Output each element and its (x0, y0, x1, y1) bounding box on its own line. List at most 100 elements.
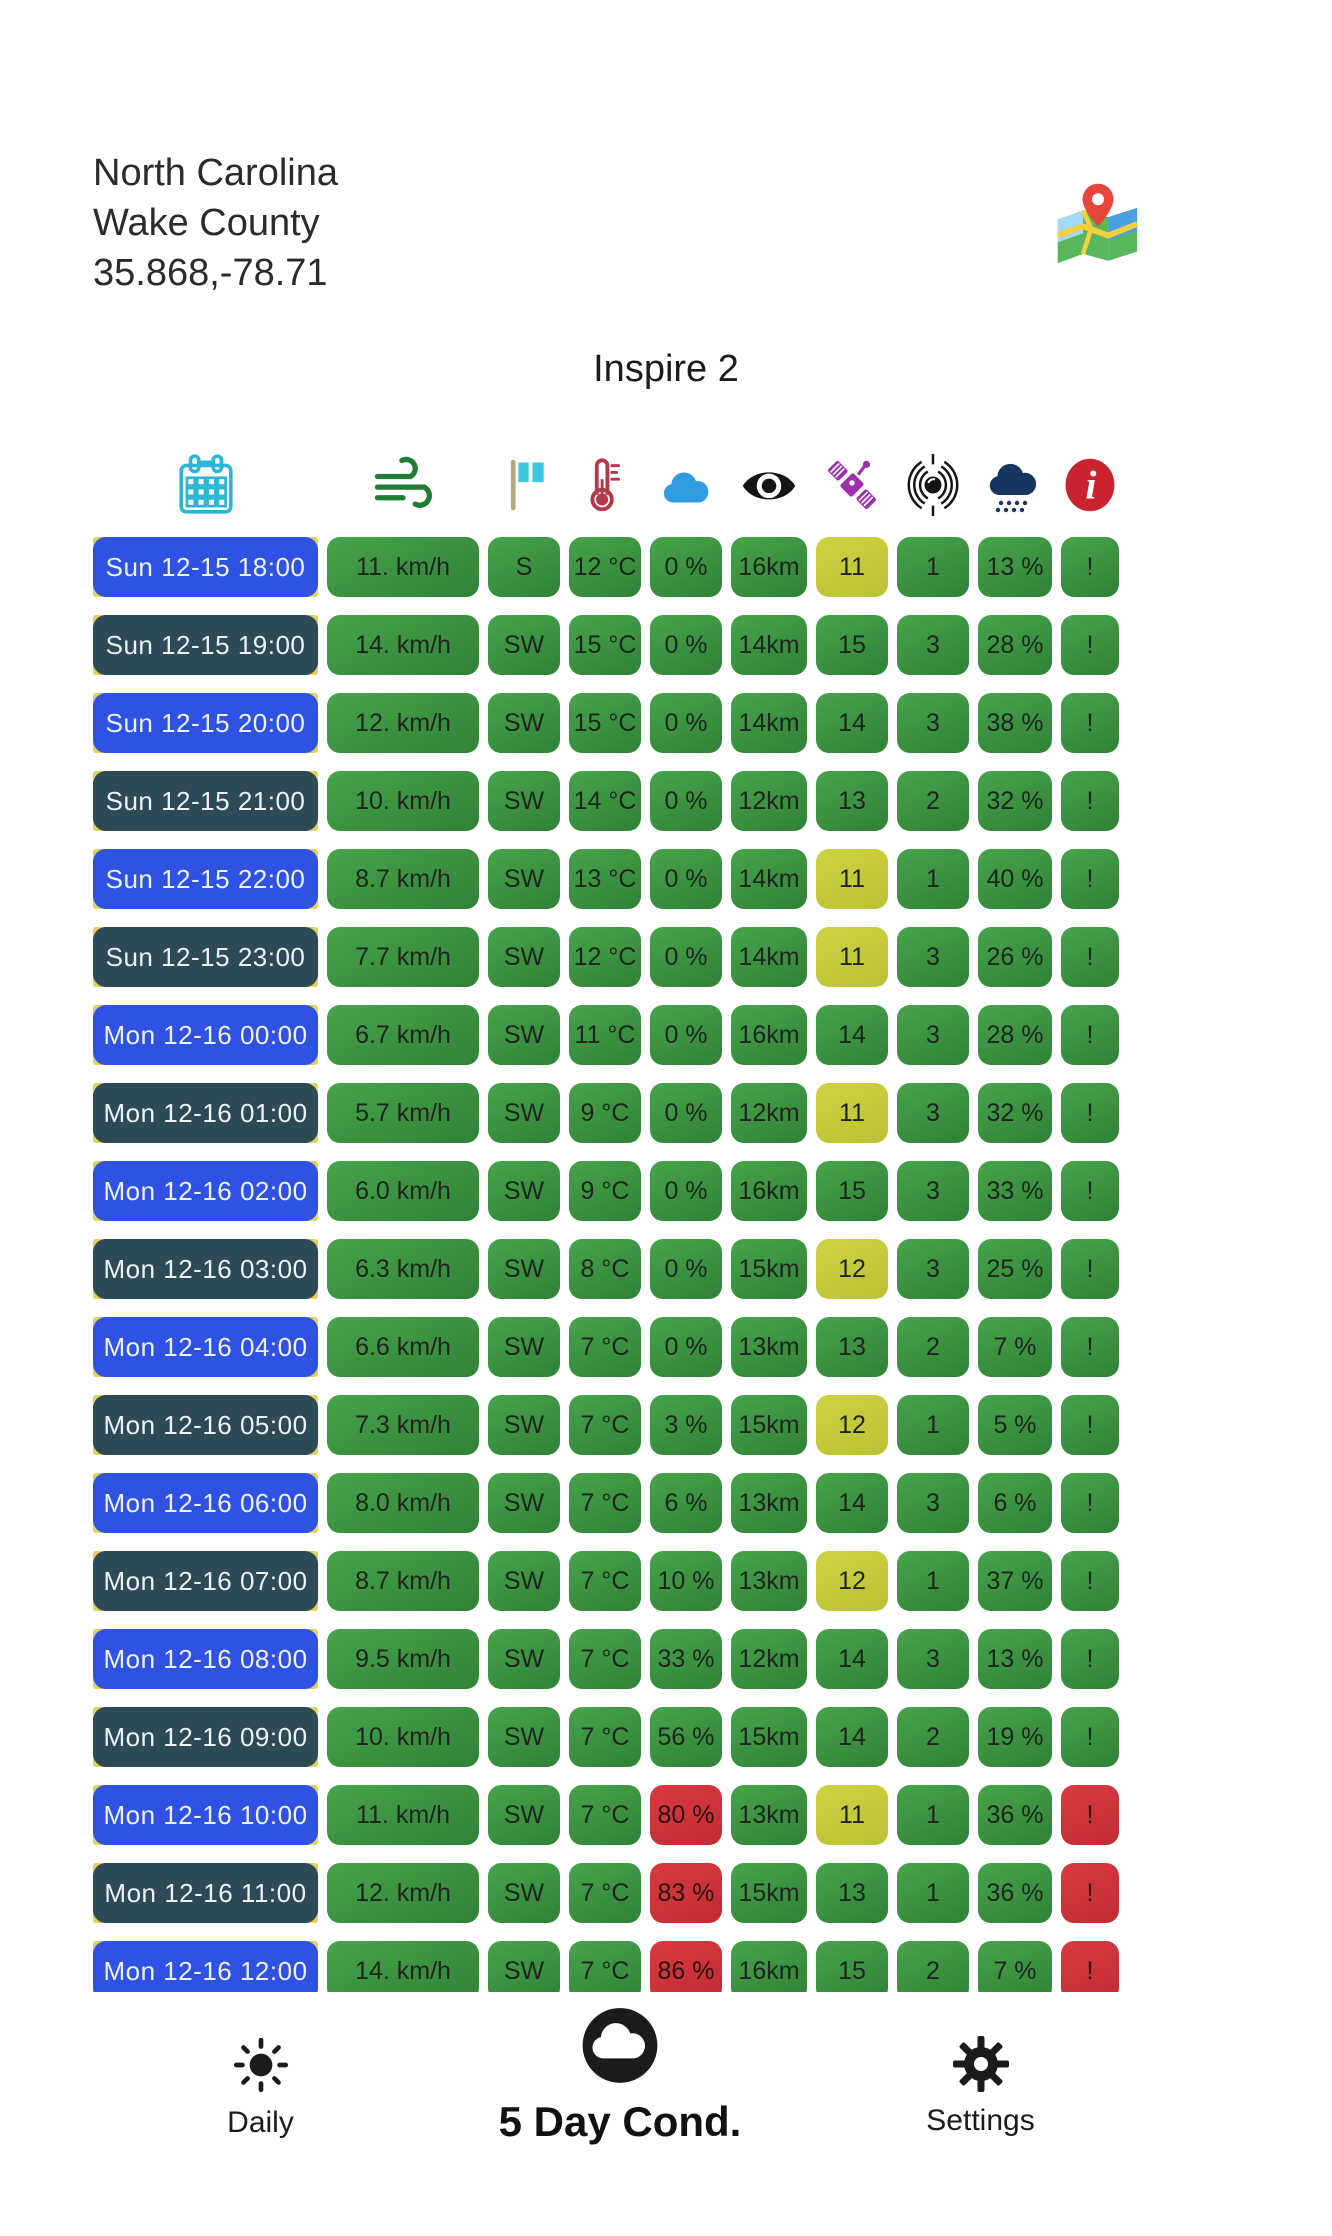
forecast-row[interactable]: Sun 12-15 20:00 12. km/h SW 15 °C 0 % 14km 14 3… (93, 693, 1119, 753)
precipitation-cell: 5 % (978, 1395, 1052, 1455)
visibility-cell: 13km (731, 1317, 807, 1377)
warning-cell[interactable]: ! (1061, 1785, 1119, 1845)
forecast-row[interactable]: Sun 12-15 23:00 7.7 km/h SW 12 °C 0 % 14km 11 3… (93, 927, 1119, 987)
wind-direction-cell: SW (488, 1941, 560, 1992)
eye-icon (731, 456, 807, 514)
forecast-row[interactable]: Mon 12-16 00:00 6.7 km/h SW 11 °C 0 % 16km 14 3… (93, 1005, 1119, 1065)
wind-speed-cell: 10. km/h (327, 771, 479, 831)
time-cell-underlay: Mon 12-16 02:00 (93, 1161, 318, 1221)
wind-direction-cell: SW (488, 693, 560, 753)
satellites-cell: 13 (816, 771, 888, 831)
wind-speed-cell: 6.7 km/h (327, 1005, 479, 1065)
wind-direction-cell: SW (488, 1161, 560, 1221)
warning-cell[interactable]: ! (1061, 927, 1119, 987)
wind-direction-cell: SW (488, 1005, 560, 1065)
wind-speed-cell: 5.7 km/h (327, 1083, 479, 1143)
map-location-button[interactable] (1052, 182, 1144, 266)
time-cell-underlay: Mon 12-16 06:00 (93, 1473, 318, 1533)
forecast-row[interactable]: Sun 12-15 21:00 10. km/h SW 14 °C 0 % 12km 13 2… (93, 771, 1119, 831)
tab-daily[interactable]: Daily (168, 2032, 353, 2140)
precipitation-cell: 36 % (978, 1863, 1052, 1923)
forecast-row[interactable]: Mon 12-16 01:00 5.7 km/h SW 9 °C 0 % 12km 11 3 3… (93, 1083, 1119, 1143)
precipitation-cell: 36 % (978, 1785, 1052, 1845)
cloud-cover-cell: 80 % (650, 1785, 722, 1845)
tab-settings[interactable]: Settings (878, 2032, 1083, 2138)
time-cell: Sun 12-15 19:00 (93, 615, 318, 675)
wind-direction-cell: SW (488, 1317, 560, 1377)
forecast-row[interactable]: Mon 12-16 08:00 9.5 km/h SW 7 °C 33 % 12km 14 3… (93, 1629, 1119, 1689)
wind-speed-cell: 8.7 km/h (327, 849, 479, 909)
time-cell: Mon 12-16 01:00 (93, 1083, 318, 1143)
wind-speed-cell: 14. km/h (327, 615, 479, 675)
satellites-cell: 11 (816, 1785, 888, 1845)
forecast-row[interactable]: Mon 12-16 04:00 6.6 km/h SW 7 °C 0 % 13km 13 2 7… (93, 1317, 1119, 1377)
cloud-cover-cell: 10 % (650, 1551, 722, 1611)
warning-cell[interactable]: ! (1061, 1707, 1119, 1767)
forecast-row[interactable]: Mon 12-16 06:00 8.0 km/h SW 7 °C 6 % 13km 14 3 6… (93, 1473, 1119, 1533)
warning-cell[interactable]: ! (1061, 1629, 1119, 1689)
temperature-cell: 7 °C (569, 1785, 641, 1845)
temperature-cell: 7 °C (569, 1395, 641, 1455)
visibility-cell: 15km (731, 1395, 807, 1455)
forecast-row[interactable]: Mon 12-16 03:00 6.3 km/h SW 8 °C 0 % 15km 12 3 2… (93, 1239, 1119, 1299)
warning-cell[interactable]: ! (1061, 1161, 1119, 1221)
satellites-cell: 11 (816, 537, 888, 597)
warning-cell[interactable]: ! (1061, 1473, 1119, 1533)
satellites-cell: 15 (816, 615, 888, 675)
warning-cell[interactable]: ! (1061, 1941, 1119, 1992)
time-cell-underlay: Mon 12-16 07:00 (93, 1551, 318, 1611)
tab-five-day-conditions[interactable]: 5 Day Cond. (440, 1998, 800, 2146)
warning-cell[interactable]: ! (1061, 1395, 1119, 1455)
satellites-cell: 13 (816, 1863, 888, 1923)
kp-index-cell: 3 (897, 1005, 969, 1065)
visibility-cell: 13km (731, 1473, 807, 1533)
visibility-cell: 15km (731, 1863, 807, 1923)
warning-cell[interactable]: ! (1061, 1005, 1119, 1065)
location-coords: 35.868,-78.71 (93, 252, 328, 294)
warning-cell[interactable]: ! (1061, 693, 1119, 753)
kp-index-cell: 1 (897, 1785, 969, 1845)
forecast-row[interactable]: Sun 12-15 18:00 11. km/h S 12 °C 0 % 16km 11 1 1… (93, 537, 1119, 597)
forecast-row[interactable]: Mon 12-16 11:00 12. km/h SW 7 °C 83 % 15km 13 1… (93, 1863, 1119, 1923)
warning-cell[interactable]: ! (1061, 1317, 1119, 1377)
warning-cell[interactable]: ! (1061, 615, 1119, 675)
time-cell: Mon 12-16 05:00 (93, 1395, 318, 1455)
kp-index-cell: 1 (897, 849, 969, 909)
time-cell-underlay: Sun 12-15 21:00 (93, 771, 318, 831)
warning-cell[interactable]: ! (1061, 1239, 1119, 1299)
wind-direction-cell: SW (488, 1395, 560, 1455)
warning-cell[interactable]: ! (1061, 1551, 1119, 1611)
cloud-cover-cell: 0 % (650, 771, 722, 831)
forecast-row[interactable]: Mon 12-16 09:00 10. km/h SW 7 °C 56 % 15km 14 2… (93, 1707, 1119, 1767)
kp-index-cell: 1 (897, 1863, 969, 1923)
kp-index-cell: 3 (897, 693, 969, 753)
time-cell: Sun 12-15 18:00 (93, 537, 318, 597)
forecast-row[interactable]: Sun 12-15 19:00 14. km/h SW 15 °C 0 % 14km 15 3… (93, 615, 1119, 675)
satellites-cell: 14 (816, 1629, 888, 1689)
warning-cell[interactable]: ! (1061, 1863, 1119, 1923)
warning-cell[interactable]: ! (1061, 771, 1119, 831)
kp-index-cell: 1 (897, 537, 969, 597)
flag-icon (488, 453, 560, 517)
forecast-row[interactable]: Mon 12-16 12:00 14. km/h SW 7 °C 86 % 16km 15 2… (93, 1941, 1119, 1992)
wind-speed-cell: 7.3 km/h (327, 1395, 479, 1455)
time-cell: Mon 12-16 06:00 (93, 1473, 318, 1533)
precipitation-cell: 28 % (978, 1005, 1052, 1065)
forecast-row[interactable]: Mon 12-16 02:00 6.0 km/h SW 9 °C 0 % 16km 15 3 3… (93, 1161, 1119, 1221)
kp-index-cell: 2 (897, 1941, 969, 1992)
forecast-row[interactable]: Sun 12-15 22:00 8.7 km/h SW 13 °C 0 % 14km 11 1… (93, 849, 1119, 909)
info-icon: i (1061, 452, 1119, 518)
warning-cell[interactable]: ! (1061, 849, 1119, 909)
sun-icon (233, 2037, 288, 2093)
cloud-cover-cell: 83 % (650, 1863, 722, 1923)
visibility-cell: 16km (731, 1941, 807, 1992)
precipitation-cell: 19 % (978, 1707, 1052, 1767)
forecast-row[interactable]: Mon 12-16 07:00 8.7 km/h SW 7 °C 10 % 13km 12 1… (93, 1551, 1119, 1611)
visibility-cell: 14km (731, 693, 807, 753)
cloud-icon (650, 457, 722, 513)
warning-cell[interactable]: ! (1061, 1083, 1119, 1143)
warning-cell[interactable]: ! (1061, 537, 1119, 597)
forecast-row[interactable]: Mon 12-16 05:00 7.3 km/h SW 7 °C 3 % 15km 12 1 5… (93, 1395, 1119, 1455)
forecast-row[interactable]: Mon 12-16 10:00 11. km/h SW 7 °C 80 % 13km 11 1… (93, 1785, 1119, 1845)
map-icon (1056, 183, 1139, 264)
